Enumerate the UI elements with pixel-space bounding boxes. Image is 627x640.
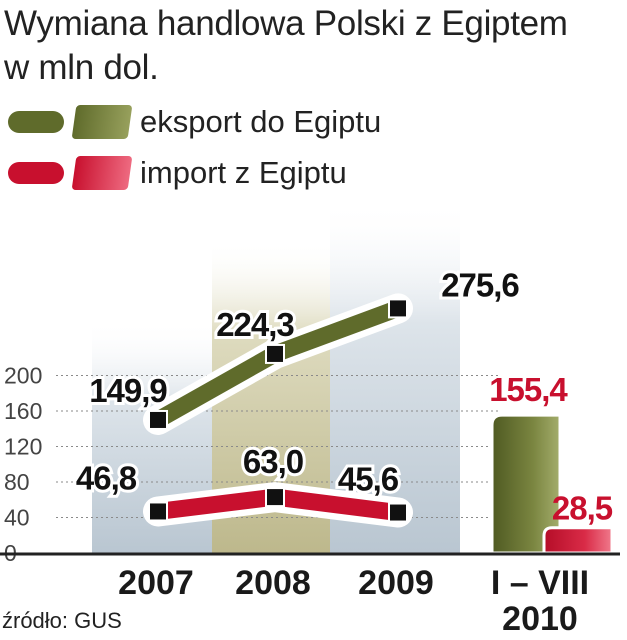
y-tick-label: 80 (4, 469, 30, 495)
y-tick-label: 160 (4, 398, 42, 424)
x-category-label: 2009 (358, 564, 434, 602)
data-point-marker (148, 501, 168, 522)
export-bar-label: 155,4 (489, 371, 568, 408)
import-bar-label: 28,5 (552, 490, 613, 527)
data-point-marker (388, 502, 408, 523)
y-axis: 04080120160200 (4, 363, 42, 567)
import-value-label: 63,0 (243, 443, 303, 480)
y-tick-label: 40 (4, 505, 30, 531)
import-value-label: 45,6 (338, 461, 399, 498)
value-labels: 149,9 224,3 275,6 46,8 63,0 45,6 155,4 28,5 (73, 263, 614, 527)
x-category-label: 2008 (235, 564, 311, 602)
chart-title: Wymiana handlowa Polski z Egiptem w mln … (4, 2, 568, 90)
export-value-label: 224,3 (216, 306, 294, 343)
import-value-label: 46,8 (76, 459, 137, 496)
legend-export-line-swatch (8, 111, 64, 133)
x-category-label: 2010 (502, 600, 578, 638)
series-lines (143, 293, 413, 528)
export-value-label: 149,9 (89, 372, 167, 409)
x-category-label: I – VIII (491, 564, 589, 602)
data-point-marker (265, 343, 285, 364)
legend-import-line-swatch (8, 162, 64, 184)
data-point-marker (148, 409, 168, 430)
legend-export: eksport do Egiptu (8, 104, 381, 140)
source-note: źródło: GUS (2, 608, 122, 633)
grid-lines (56, 375, 500, 518)
data-point-marker (388, 298, 408, 319)
export-bar-2010 (490, 413, 562, 555)
x-category-label: 2007 (118, 564, 194, 602)
data-point-marker (265, 487, 285, 508)
title-line-1: Wymiana handlowa Polski z Egiptem (4, 4, 568, 43)
title-line-2: w mln dol. (4, 48, 159, 87)
bars (490, 413, 614, 555)
legend-export-label: eksport do Egiptu (140, 104, 382, 139)
legend-import-label: import z Egiptu (140, 155, 347, 190)
legend-import: import z Egiptu (8, 155, 347, 191)
y-tick-label: 200 (4, 363, 42, 389)
y-tick-label: 120 (4, 434, 42, 460)
import-bar-2010 (542, 526, 614, 555)
export-value-label: 275,6 (441, 266, 519, 303)
